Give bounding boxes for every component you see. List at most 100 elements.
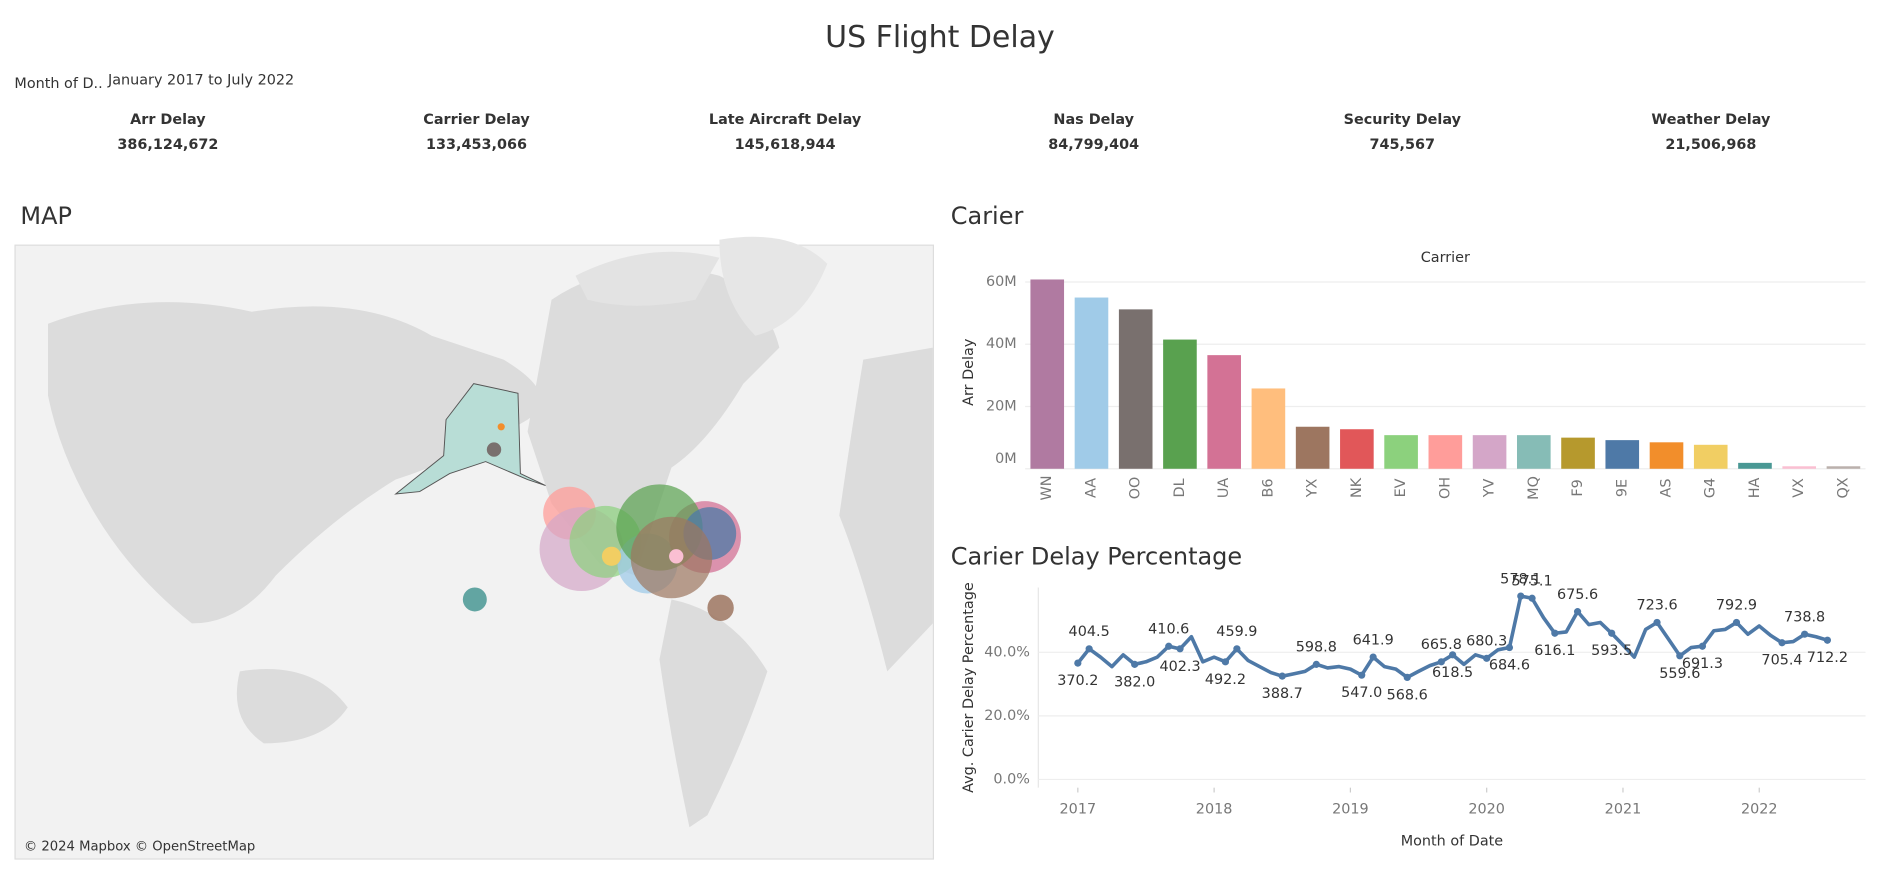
kpi-value: 84,799,404 [1048,137,1139,153]
bubble[interactable] [486,442,502,457]
bar[interactable] [1605,440,1640,469]
x-tick-label: WN [1039,475,1055,500]
kpi-label: Weather Delay [1651,112,1771,128]
point[interactable] [1165,642,1173,650]
x-tick-label: AA [1083,478,1099,498]
charts: Carier Carrier Arr Delay 0M 20M 40M 60M WN AA OO D… [951,202,1866,850]
point-label: 680.3 [1466,634,1507,650]
bar[interactable] [1738,462,1772,469]
point-label: 402.3 [1159,659,1200,675]
bar[interactable] [1428,435,1463,469]
point[interactable] [1483,654,1491,662]
bar[interactable] [1295,426,1330,469]
bar[interactable] [1384,435,1418,469]
point[interactable] [1085,645,1093,653]
bar[interactable] [1782,466,1817,469]
y-axis-label: Avg. Carier Delay Percentage [961,582,977,793]
filter-value[interactable]: January 2017 to July 2022 [107,72,294,88]
bar[interactable] [1074,297,1109,469]
bar[interactable] [1516,435,1551,469]
point[interactable] [1278,672,1286,680]
kpi-value: 386,124,672 [117,137,218,153]
point[interactable] [1676,652,1684,660]
bar[interactable] [1472,435,1507,469]
map-credit: © 2024 Mapbox © OpenStreetMap [24,839,255,854]
point-label: 705.4 [1761,653,1802,669]
land-south-america [659,599,768,828]
point[interactable] [1074,659,1082,667]
point-label: 723.6 [1636,598,1677,614]
land-arctic [575,251,720,306]
point[interactable] [1608,629,1616,637]
x-tick-label: 2017 [1060,801,1097,817]
land-greenland [719,236,828,336]
point[interactable] [1358,671,1366,679]
y-tick-label: 40.0% [984,644,1030,660]
kpi-value: 145,618,944 [735,137,836,153]
point[interactable] [1698,642,1707,650]
point-label: 459.9 [1216,624,1257,640]
point[interactable] [1551,629,1559,637]
point[interactable] [1801,630,1809,638]
bubble[interactable] [601,546,622,566]
point[interactable] [1403,673,1411,681]
point[interactable] [1233,645,1241,653]
bar[interactable] [1030,279,1065,469]
x-tick-label: MQ [1526,476,1542,500]
bar[interactable] [1826,466,1861,469]
point-label: 712.2 [1807,650,1848,666]
x-tick-label: YV [1482,478,1498,498]
kpi-value: 133,453,066 [426,137,527,153]
x-tick-label: VX [1791,478,1807,498]
point[interactable] [1517,592,1525,600]
point[interactable] [1505,643,1514,652]
bubble[interactable] [669,549,684,564]
point[interactable] [1437,658,1445,666]
x-tick-label: OH [1437,477,1453,499]
point[interactable] [1221,658,1230,666]
bubble[interactable] [497,423,505,431]
point[interactable] [1131,660,1139,668]
point-label: 616.1 [1534,643,1575,659]
bar[interactable] [1207,355,1241,469]
point[interactable] [1312,660,1320,668]
point-label: 575.1 [1511,573,1552,589]
point[interactable] [1369,653,1377,661]
point[interactable] [1778,639,1786,647]
bar[interactable] [1251,388,1286,469]
bubble[interactable] [707,594,734,622]
point[interactable] [1732,618,1741,627]
land-eurasia [48,302,542,624]
bar[interactable] [1340,429,1374,469]
point-label: 684.6 [1489,658,1530,674]
x-tick-label: EV [1393,478,1409,497]
x-tick-label: B6 [1260,478,1276,497]
chart-title: Carrier [1421,250,1470,266]
y-tick-label: 40M [986,336,1017,352]
point-label: 410.6 [1148,621,1189,637]
x-tick-label: 2021 [1605,801,1642,817]
bar[interactable] [1163,339,1197,469]
point[interactable] [1449,651,1457,659]
bar[interactable] [1693,444,1728,469]
bar[interactable] [1561,437,1595,469]
y-tick-label: 0.0% [993,771,1030,787]
bar[interactable] [1649,442,1684,469]
kpi-row: Arr Delay 386,124,672 Carrier Delay 133,453… [117,112,1771,153]
point[interactable] [1823,636,1831,644]
kpi-value: 21,506,968 [1665,137,1756,153]
section-title: Carier Delay Percentage [951,542,1242,570]
x-tick-label: QX [1835,477,1851,498]
point[interactable] [1573,608,1582,616]
point[interactable] [1528,594,1536,602]
point[interactable] [1176,645,1184,653]
y-tick-label: 20M [986,399,1017,415]
map[interactable]: © 2024 Mapbox © OpenStreetMap [14,236,935,860]
point[interactable] [1653,618,1661,627]
map-title: MAP [20,202,72,230]
dashboard-title: US Flight Delay [825,20,1055,55]
bubble[interactable] [462,587,487,612]
bar[interactable] [1118,309,1153,469]
point-label: 568.6 [1387,687,1428,703]
